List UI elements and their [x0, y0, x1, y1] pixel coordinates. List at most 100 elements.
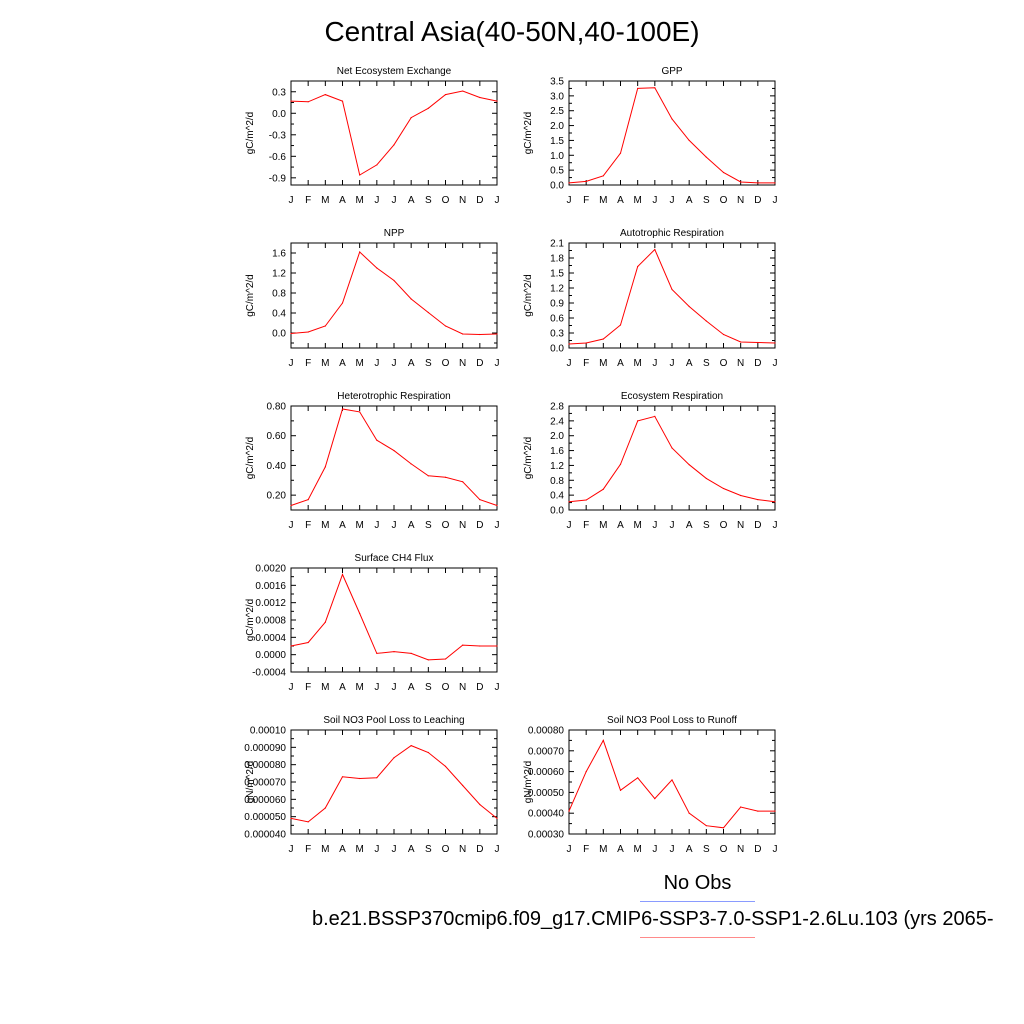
y-tick-label: 1.2 [272, 269, 286, 280]
data-point [496, 100, 498, 102]
x-tick-label: J [773, 358, 778, 369]
x-tick-label: J [670, 520, 675, 531]
y-axis-label: gC/m^2/d [245, 437, 256, 480]
data-point [359, 411, 361, 413]
x-tick-label: J [495, 682, 500, 693]
x-tick-label: D [754, 844, 761, 855]
plot-frame [290, 242, 498, 349]
data-point [585, 499, 587, 501]
series-line [568, 87, 775, 184]
x-tick-label: J [392, 682, 397, 693]
data-point [688, 305, 690, 308]
x-tick-label: N [459, 520, 466, 531]
x-tick-label: M [355, 195, 363, 206]
x-tick-label: N [459, 358, 466, 369]
y-tick-label: 0.0 [550, 344, 564, 355]
panel-title: Autotrophic Respiration [620, 228, 724, 239]
y-tick-label: 0.000090 [244, 743, 286, 754]
x-tick-label: N [737, 195, 744, 206]
data-point [393, 651, 395, 653]
y-tick-label: 0.4 [550, 491, 564, 502]
x-tick-label: O [442, 844, 450, 855]
x-tick-label: A [339, 358, 346, 369]
x-tick-label: O [720, 844, 728, 855]
plot-frame [290, 567, 498, 673]
x-tick-label: M [633, 195, 641, 206]
legend-case-line [640, 937, 755, 938]
data-point [568, 343, 570, 345]
x-tick-label: D [476, 358, 483, 369]
data-point [376, 439, 378, 441]
plot-frame [290, 80, 498, 186]
x-tick-label: M [633, 358, 641, 369]
x-tick-label: A [408, 358, 415, 369]
y-tick-label: 0.00040 [528, 809, 565, 820]
y-tick-label: 1.2 [550, 284, 564, 295]
series-line [568, 415, 776, 503]
data-point [410, 652, 412, 654]
x-tick-label: D [754, 358, 761, 369]
data-point [427, 659, 429, 661]
x-tick-label: N [459, 195, 466, 206]
y-tick-label: -0.9 [269, 173, 287, 184]
x-tick-label: M [599, 358, 607, 369]
x-tick-label: A [617, 195, 624, 206]
y-tick-label: 0.0012 [255, 598, 286, 609]
x-tick-label: J [392, 520, 397, 531]
data-point [359, 251, 361, 253]
y-tick-label: 3.0 [550, 91, 564, 102]
x-tick-label: M [355, 844, 363, 855]
x-tick-label: J [374, 844, 379, 855]
panel-title: NPP [384, 228, 405, 239]
y-axis-label: gC/m^2/d [523, 112, 534, 155]
x-tick-label: J [652, 358, 657, 369]
data-point [290, 504, 292, 507]
x-tick-label: F [583, 358, 589, 369]
x-tick-label: A [617, 358, 624, 369]
x-tick-label: F [305, 682, 311, 693]
data-point [757, 341, 759, 344]
data-point [410, 116, 412, 119]
x-tick-label: A [408, 520, 415, 531]
y-tick-label: 0.0020 [255, 564, 286, 575]
data-point [307, 821, 309, 823]
x-tick-label: F [305, 195, 311, 206]
x-tick-label: F [305, 358, 311, 369]
data-point [774, 501, 776, 503]
data-point [740, 806, 742, 808]
data-point [705, 477, 707, 480]
x-tick-label: S [703, 520, 710, 531]
data-point [359, 777, 361, 780]
x-tick-label: O [442, 682, 450, 693]
data-point [290, 332, 292, 335]
data-point [722, 827, 725, 829]
data-point [393, 757, 395, 759]
data-point [324, 621, 326, 623]
x-tick-label: S [703, 844, 710, 855]
x-tick-label: J [289, 358, 294, 369]
data-point [479, 499, 481, 501]
data-point [307, 331, 309, 333]
x-tick-label: J [289, 682, 294, 693]
data-point [427, 107, 429, 109]
data-point [427, 311, 429, 314]
y-tick-label: 0.8 [550, 476, 564, 487]
x-tick-label: J [670, 195, 675, 206]
x-tick-label: J [495, 844, 500, 855]
x-tick-label: F [583, 520, 589, 531]
data-point [307, 101, 309, 103]
data-point [654, 248, 656, 251]
data-point [290, 817, 292, 820]
x-tick-label: M [355, 682, 363, 693]
data-point [444, 765, 447, 768]
y-tick-label: 0.0000 [255, 650, 286, 661]
data-point [444, 94, 447, 96]
y-axis-label: gC/m^2/d [523, 437, 534, 480]
x-tick-label: A [686, 358, 693, 369]
x-tick-label: A [339, 682, 346, 693]
x-tick-label: M [599, 844, 607, 855]
data-point [307, 641, 309, 644]
y-tick-label: 1.5 [550, 269, 564, 280]
x-tick-label: J [392, 195, 397, 206]
